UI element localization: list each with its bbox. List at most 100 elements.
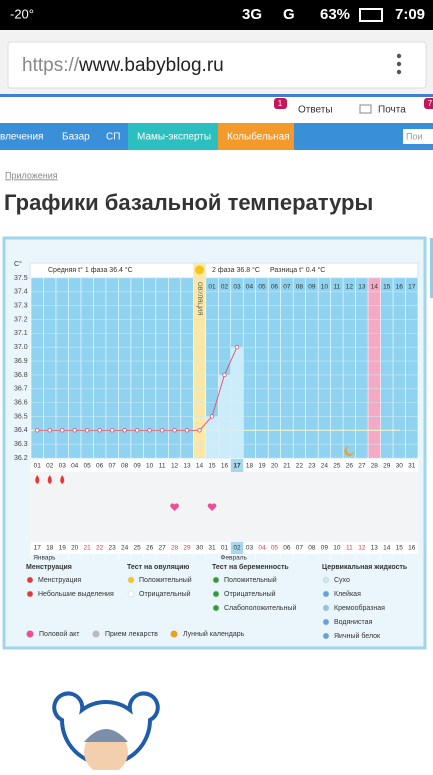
legend-item: Кремообразная bbox=[334, 604, 385, 612]
temperature-point bbox=[159, 428, 165, 433]
phase-day: 01 bbox=[208, 284, 216, 291]
legend-item: Сухо bbox=[334, 577, 350, 584]
heart bbox=[170, 503, 179, 511]
legend-icon bbox=[26, 630, 34, 638]
legend-icon bbox=[322, 604, 330, 612]
date: 10 bbox=[333, 545, 341, 552]
phase-day: 06 bbox=[271, 284, 279, 291]
status-bar bbox=[0, 0, 433, 30]
phase-day: 09 bbox=[308, 284, 316, 291]
y-tick-label: 36.8 bbox=[14, 372, 28, 379]
cycle-day: 28 bbox=[371, 463, 379, 470]
heart bbox=[207, 503, 217, 511]
nav-item[interactable]: Колыбельная bbox=[227, 131, 290, 143]
menstruation-drop bbox=[60, 475, 65, 484]
legend-icon bbox=[212, 604, 220, 612]
temperature-point bbox=[47, 428, 52, 433]
legend-item: Отрицательный bbox=[139, 590, 191, 598]
date: 02 bbox=[233, 545, 241, 552]
legend-icon bbox=[322, 618, 330, 626]
temperature-point bbox=[209, 414, 215, 419]
period-column bbox=[368, 278, 381, 458]
legend-title: Цервикальная жидкость bbox=[322, 564, 408, 571]
menstruation-drop bbox=[35, 475, 40, 484]
phase-day: 02 bbox=[221, 284, 229, 291]
temperature-point bbox=[35, 428, 40, 433]
phase-day: 14 bbox=[371, 284, 379, 291]
legend-icon bbox=[170, 630, 178, 638]
badge2: 7 bbox=[428, 99, 433, 108]
answers[interactable]: Ответы bbox=[298, 105, 333, 116]
url-box[interactable] bbox=[7, 41, 427, 89]
legend-title: Тест на овуляцию bbox=[127, 564, 189, 571]
summary: Средняя t° 1 фаза 36.4 °C bbox=[48, 266, 133, 274]
cycle-day: 14 bbox=[196, 463, 204, 470]
y-tick-label: 36.9 bbox=[14, 358, 28, 365]
temperature-point bbox=[234, 345, 240, 350]
cycle-day: 03 bbox=[59, 463, 67, 470]
phase-day: 13 bbox=[358, 284, 366, 291]
cycle-day: 29 bbox=[383, 463, 391, 470]
date: 29 bbox=[183, 545, 191, 552]
cycle-day: 06 bbox=[96, 463, 104, 470]
cycle-day: 16 bbox=[221, 463, 229, 470]
cycle-day: 09 bbox=[133, 463, 141, 470]
date: 13 bbox=[371, 545, 379, 552]
cycle-day: 15 bbox=[208, 463, 216, 470]
cycle-day: 18 bbox=[246, 463, 254, 470]
cycle-day: 24 bbox=[321, 463, 329, 470]
badge bbox=[274, 98, 287, 109]
y-axis-label: C° bbox=[14, 260, 22, 268]
nav-item[interactable]: влечения bbox=[0, 132, 43, 143]
nav-highlight bbox=[128, 123, 218, 150]
legend-icon bbox=[212, 590, 220, 598]
date: 31 bbox=[208, 545, 216, 552]
time: 7:09 bbox=[395, 6, 425, 23]
battery-icon bbox=[359, 8, 383, 22]
cycle-day: 23 bbox=[308, 463, 316, 470]
legend-icon bbox=[322, 590, 330, 598]
nav-item[interactable]: СП bbox=[106, 132, 120, 143]
legend-item: Положительный bbox=[224, 576, 277, 584]
date: 08 bbox=[308, 545, 316, 552]
cycle-day: 30 bbox=[396, 463, 404, 470]
cycle-day: 04 bbox=[71, 463, 79, 470]
menu-dot bbox=[396, 53, 402, 59]
phase-day: 16 bbox=[396, 284, 404, 291]
nav-item[interactable]: Базар bbox=[62, 132, 90, 143]
mail-icon bbox=[359, 104, 372, 114]
temperature-point bbox=[222, 372, 227, 378]
breadcrumb[interactable]: Приложения bbox=[5, 170, 58, 180]
current-date bbox=[230, 542, 244, 554]
date: 27 bbox=[158, 545, 166, 552]
temperature-point bbox=[97, 428, 102, 433]
legend-item: Менструация bbox=[38, 577, 81, 584]
nav-item[interactable]: Мамы-эксперты bbox=[137, 132, 211, 143]
legend-item: Слабоположительный bbox=[224, 604, 296, 612]
avatar-hat bbox=[84, 729, 128, 742]
legend-item: Отрицательный bbox=[224, 590, 276, 598]
date: 23 bbox=[109, 545, 117, 552]
cycle-day: 21 bbox=[283, 463, 291, 470]
date: 03 bbox=[246, 545, 254, 552]
phase-day: 10 bbox=[321, 284, 329, 291]
marks-area bbox=[31, 472, 418, 542]
temperature: -20° bbox=[10, 6, 34, 21]
legend-item: Половой акт bbox=[39, 630, 80, 638]
y-tick-label: 36.2 bbox=[14, 455, 28, 462]
mail[interactable]: Почта bbox=[378, 105, 406, 116]
nav-highlight bbox=[218, 123, 294, 150]
y-tick-label: 36.3 bbox=[14, 441, 28, 448]
cycle-day: 07 bbox=[109, 463, 117, 470]
search-box[interactable] bbox=[403, 129, 433, 144]
search: Пои bbox=[406, 131, 423, 141]
y-tick-label: 37.4 bbox=[14, 289, 28, 296]
date: 30 bbox=[196, 545, 204, 552]
date: 11 bbox=[346, 545, 353, 552]
temperature-point bbox=[147, 428, 152, 433]
page-title: Графики базальной температуры bbox=[4, 190, 373, 215]
phase-day: 05 bbox=[258, 284, 266, 291]
y-tick-label: 37.5 bbox=[14, 275, 28, 282]
menu-dot bbox=[396, 69, 402, 75]
